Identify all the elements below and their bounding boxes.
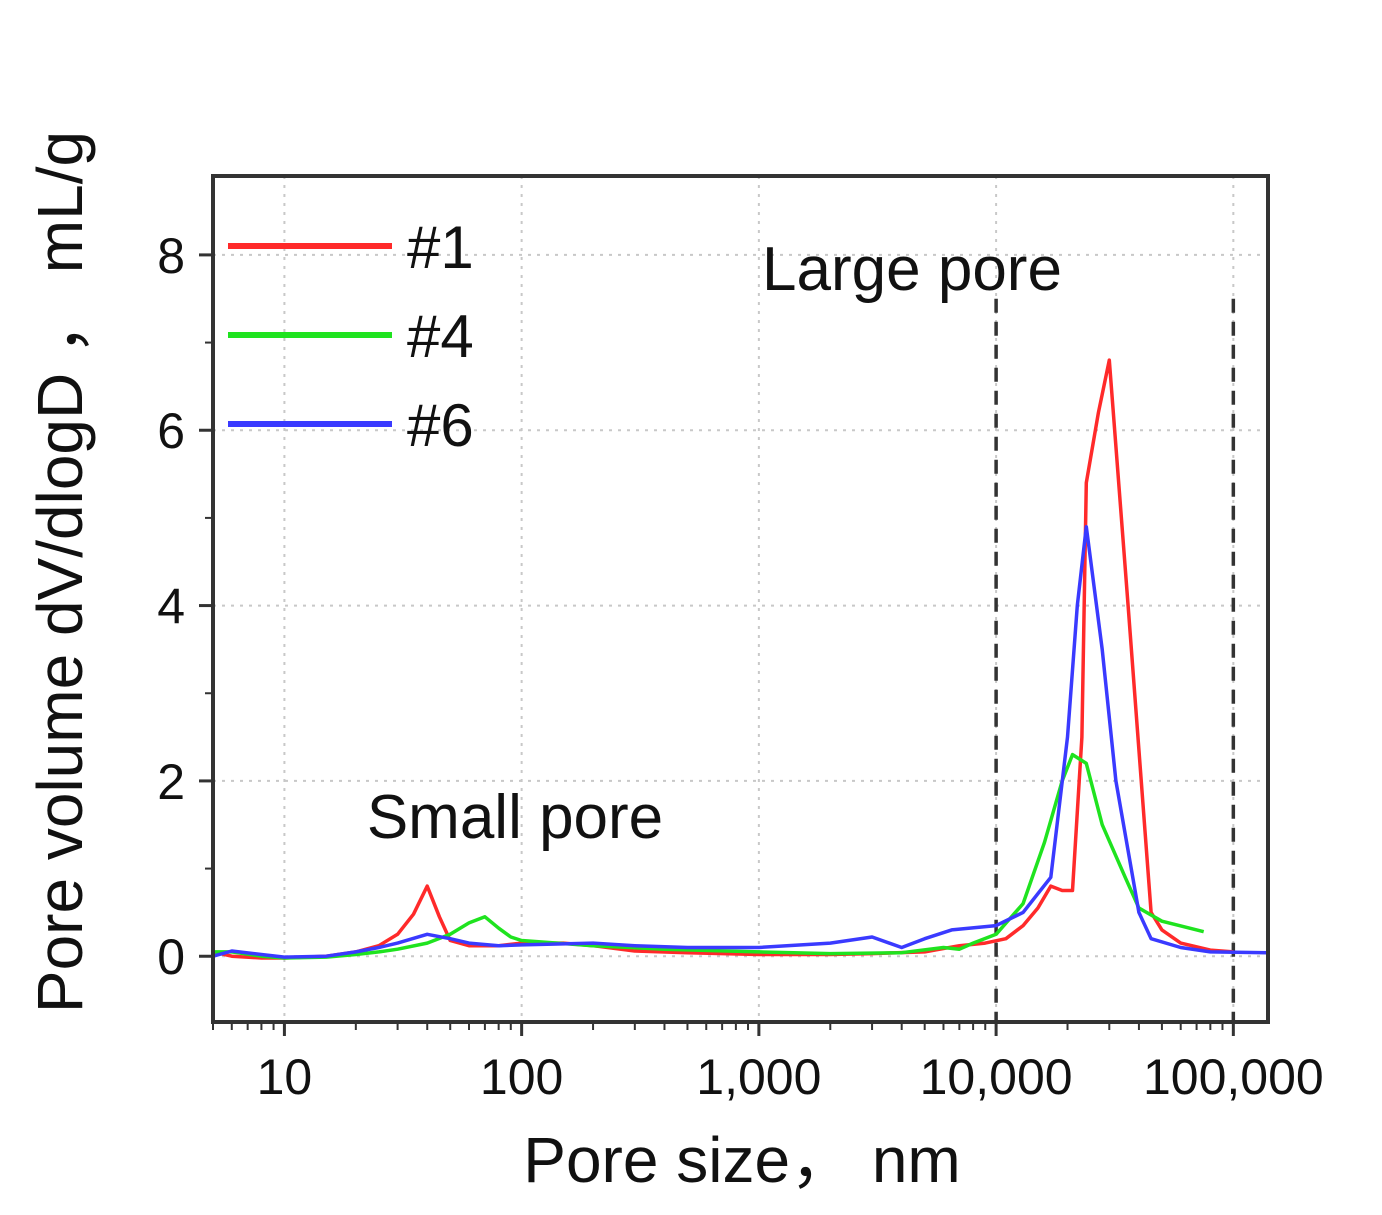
legend-label-6: #6 (407, 392, 474, 459)
y-tick-label: 6 (157, 403, 185, 459)
legend-label-1: #1 (407, 214, 474, 281)
tick-labels: 10 100 1,000 10,000 100,000 0 2 4 6 8 (157, 228, 1324, 1105)
y-tick-label: 0 (157, 929, 185, 985)
y-tick-label: 4 (157, 579, 185, 635)
x-tick-label: 100,000 (1143, 1049, 1324, 1105)
series-line-4 (213, 752, 1205, 960)
x-tick-label: 10,000 (920, 1049, 1073, 1105)
legend-label-4: #4 (407, 303, 474, 370)
x-tick-label: 1,000 (696, 1049, 821, 1105)
x-tick-label: 100 (480, 1049, 563, 1105)
y-tick-label: 8 (157, 228, 185, 284)
x-tick-label: 10 (257, 1049, 313, 1105)
series-lines (212, 358, 1269, 960)
y-tick-label: 2 (157, 754, 185, 810)
reference-lines (994, 298, 1236, 1022)
grid (213, 176, 1268, 1022)
axis-ticks (199, 253, 1235, 1036)
series-line-1 (212, 358, 1234, 960)
x-axis-label: Pore size， nm (523, 1124, 960, 1196)
annotation-small-pore: Small pore (367, 783, 663, 852)
plot-frame (211, 174, 1270, 1024)
legend: #1 #4 #6 (228, 214, 474, 459)
series-line-6 (212, 524, 1269, 959)
annotation-large-pore: Large pore (762, 235, 1062, 304)
y-axis-label: Pore volume dV/dlogD ， mL/g (24, 131, 96, 1013)
